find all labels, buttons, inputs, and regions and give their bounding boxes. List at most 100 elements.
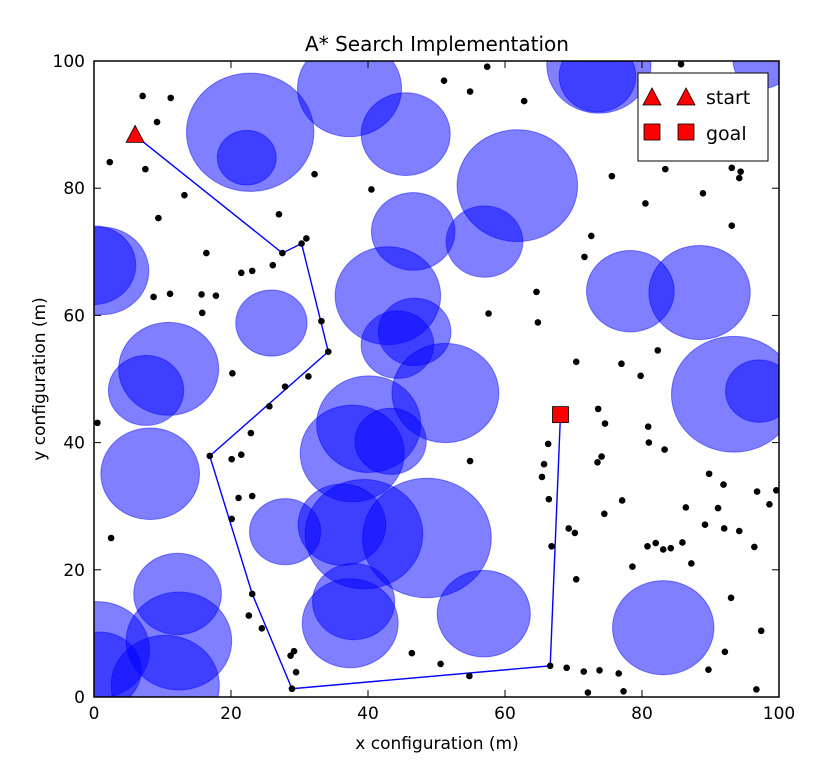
scatter-point <box>237 451 245 458</box>
scatter-point <box>142 165 149 173</box>
scatter-point <box>753 686 760 693</box>
y-tick-label: 100 <box>53 52 85 72</box>
scatter-point <box>705 666 712 673</box>
scatter-point <box>228 455 235 463</box>
scatter-point <box>275 210 283 218</box>
scatter-point <box>594 459 601 466</box>
scatter-point <box>483 63 491 71</box>
legend-start-label: start <box>706 87 750 109</box>
scatter-point <box>572 576 580 583</box>
scatter-point <box>290 647 298 655</box>
scatter-point <box>688 560 695 567</box>
scatter-point <box>106 158 114 166</box>
scatter-point <box>679 539 686 546</box>
legend-start-marker-1 <box>642 87 662 106</box>
scatter-point <box>572 358 580 366</box>
path-node <box>206 452 214 460</box>
path-node <box>248 590 256 598</box>
scatter-point <box>235 494 242 502</box>
scatter-point <box>150 293 157 301</box>
x-tick-label: 60 <box>494 704 516 724</box>
scatter-point <box>466 672 473 680</box>
scatter-point <box>682 504 690 511</box>
scatter-point <box>588 232 595 240</box>
scatter-point <box>203 249 210 257</box>
scatter-point <box>644 542 651 550</box>
scatter-point <box>466 457 474 465</box>
scatter-point <box>485 310 492 317</box>
scatter-point <box>466 88 474 95</box>
y-tick-label: 0 <box>74 688 85 708</box>
scatter-point <box>538 473 546 481</box>
scatter-point <box>645 439 653 446</box>
scatter-point <box>237 269 245 277</box>
scatter-point <box>580 668 588 675</box>
scatter-point <box>701 521 709 528</box>
legend-box <box>637 72 769 162</box>
markers-layer <box>125 124 569 424</box>
scatter-point <box>534 319 542 326</box>
path-node <box>288 685 296 693</box>
scatter-point <box>212 292 220 299</box>
scatter-point <box>727 594 735 602</box>
obstacle-circle <box>445 205 524 278</box>
scatter-point <box>714 504 722 512</box>
scatter-point <box>661 446 668 453</box>
scatter-point <box>735 174 743 182</box>
x-tick-label: 100 <box>763 704 795 724</box>
scatter-point <box>772 487 779 494</box>
scatter-point <box>629 563 636 570</box>
x-tick-label: 0 <box>89 704 100 724</box>
scatter-point <box>737 168 744 175</box>
x-tick-label: 40 <box>357 704 379 724</box>
scatter-point <box>699 189 707 197</box>
legend-start-marker-2 <box>676 87 696 106</box>
scatter-point <box>533 288 540 296</box>
obstacle-circle <box>362 477 492 599</box>
scatter-point <box>751 543 758 551</box>
obstacle-circle <box>725 359 779 423</box>
obstacle-circle <box>648 244 751 341</box>
y-tick-label: 40 <box>63 434 85 454</box>
scatter-point <box>228 515 235 523</box>
scatter-point <box>659 546 667 553</box>
scatter-point <box>735 527 743 535</box>
scatter-point <box>563 664 570 672</box>
scatter-point <box>181 191 188 199</box>
obstacle-circle <box>360 92 451 176</box>
y-tick-label: 80 <box>63 179 85 199</box>
scatter-point <box>281 383 289 390</box>
scatter-point <box>153 118 161 126</box>
scatter-point <box>520 97 528 105</box>
scatter-point <box>596 666 603 674</box>
obstacle-circle <box>100 427 200 521</box>
obstacle-circle <box>94 225 137 306</box>
scatter-point <box>608 172 616 180</box>
scatter-point <box>311 170 318 178</box>
obstacle-circle <box>94 631 142 697</box>
scatter-point <box>601 510 608 518</box>
scatter-point <box>584 689 592 696</box>
scatter-point <box>258 625 266 632</box>
scatter-point <box>571 529 579 537</box>
legend-goal-marker-2 <box>677 123 695 141</box>
scatter-point <box>601 420 609 427</box>
obstacle-circle <box>107 354 185 426</box>
path-node <box>298 240 305 247</box>
scatter-point <box>548 542 555 550</box>
scatter-point <box>305 373 312 380</box>
scatter-point <box>720 481 727 488</box>
scatter-point <box>728 222 736 230</box>
scatter-point <box>544 440 552 448</box>
scatter-point <box>540 460 548 468</box>
scatter-point <box>155 214 162 222</box>
scatter-point <box>753 488 761 495</box>
plot-frame <box>93 60 780 698</box>
scatter-point <box>107 534 115 542</box>
scatter-point <box>677 61 685 68</box>
scatter-point <box>620 687 627 695</box>
scatter-point <box>667 544 675 552</box>
scatter-point <box>652 539 659 547</box>
obstacle-circle <box>235 289 308 357</box>
scatter-point <box>565 525 573 532</box>
